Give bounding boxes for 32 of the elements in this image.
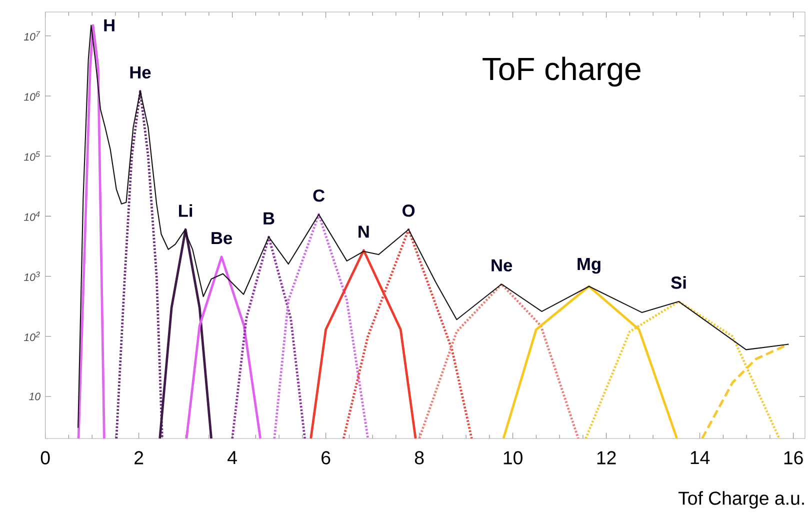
series-label: He	[130, 66, 151, 78]
y-tick-label: 10$^{2}$	[24, 331, 40, 341]
text: ToF charge	[482, 56, 640, 86]
y-tick-label: 10$^{4}$	[24, 211, 40, 221]
series-label: Si	[671, 276, 686, 289]
y-tick-label: 10$^{5}$	[24, 151, 40, 161]
series-label: B	[264, 212, 274, 224]
x-tick-label: 8	[414, 450, 424, 464]
y-tick-label: 10$^{6}$	[24, 91, 40, 100]
line-series	[115, 90, 164, 438]
x-tick-label: 12	[597, 450, 616, 464]
x-tick-label: 2	[134, 450, 144, 464]
x-tick-label: 6	[322, 450, 330, 464]
series-label: Be	[212, 232, 232, 244]
series-label: Ne	[492, 259, 512, 272]
series-label: C	[313, 189, 325, 202]
line-series	[77, 24, 106, 438]
y-tick-label: 10	[29, 392, 41, 400]
x-tick-label: 14	[690, 450, 710, 464]
line-series	[418, 282, 580, 438]
x-tick-label: 10	[504, 450, 522, 464]
series-label: Mg	[578, 258, 600, 274]
x-tick-label: 0	[40, 450, 50, 464]
series-label: Li	[179, 204, 192, 217]
x-tick-label: 4	[228, 450, 237, 464]
series-label: H	[104, 19, 114, 32]
y-tick-label: 10$^{3}$	[24, 271, 40, 281]
series-label: N	[358, 226, 369, 238]
series-label: O	[402, 204, 415, 217]
x-tick-label: 16	[784, 450, 803, 464]
x-axis-title: Tof Charge a.u.	[678, 490, 804, 508]
y-tick-label: 10$^{7}$	[24, 31, 40, 40]
